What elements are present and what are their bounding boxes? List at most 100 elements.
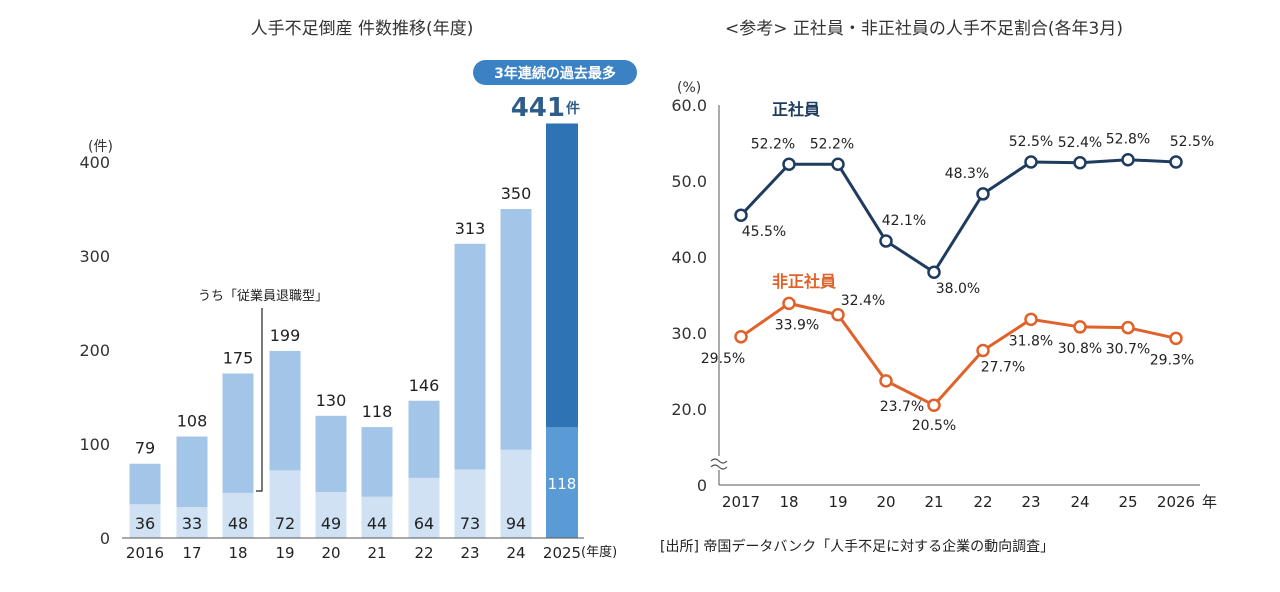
bar-total-value-label: 313 bbox=[455, 219, 486, 238]
line-y-tick-label: 50.0 bbox=[671, 172, 707, 191]
record-badge-text: 3年連続の過去最多 bbox=[494, 65, 616, 82]
series-point bbox=[1169, 155, 1183, 169]
series-point bbox=[831, 157, 845, 172]
bar-subset-value-label: 36 bbox=[135, 514, 155, 533]
bar-x-tick-label: 22 bbox=[414, 544, 433, 562]
bar-x-tick-label: 17 bbox=[182, 544, 201, 562]
series-value-label: 29.5% bbox=[701, 351, 745, 367]
series-value-label: 32.4% bbox=[841, 293, 885, 309]
bar-subset-value-label: 72 bbox=[275, 514, 295, 533]
bar-total-value-label: 175 bbox=[223, 349, 254, 368]
bar-subset bbox=[454, 469, 486, 538]
subset-series-annotation: うち「従業員退職型」 bbox=[198, 288, 328, 304]
bar-total-value-label: 146 bbox=[409, 376, 440, 395]
bar-y-tick-label: 200 bbox=[79, 341, 110, 360]
bar-subset bbox=[222, 492, 254, 538]
series-value-label: 31.8% bbox=[1009, 333, 1053, 349]
series-value-label: 29.3% bbox=[1150, 352, 1194, 368]
line-y-tick-label: 30.0 bbox=[671, 324, 707, 343]
bar-x-tick-label: 23 bbox=[460, 544, 479, 562]
bar-x-tick-label: 2025 bbox=[543, 544, 581, 562]
bar-x-axis-suffix: (年度) bbox=[581, 544, 617, 560]
bar-subset bbox=[500, 449, 532, 538]
bar-subset-value-label: 64 bbox=[414, 514, 434, 533]
series-point bbox=[927, 398, 941, 412]
series-point bbox=[976, 343, 990, 358]
series-value-label: 23.7% bbox=[880, 399, 924, 415]
bar-y-axis-label: (件) bbox=[88, 139, 113, 155]
series-value-label: 30.8% bbox=[1058, 341, 1102, 357]
bar-x-tick-label: 24 bbox=[506, 544, 525, 562]
bar-subset-value-label: 44 bbox=[367, 514, 387, 533]
line-x-tick-label: 22 bbox=[973, 493, 992, 511]
line-x-tick-label: 18 bbox=[779, 493, 798, 511]
series-point bbox=[734, 330, 748, 344]
bar-subset bbox=[408, 477, 440, 538]
line-x-tick-label: 2017 bbox=[722, 493, 760, 511]
series-point bbox=[1073, 320, 1087, 334]
highlight-unit: 件 bbox=[566, 100, 580, 117]
series-value-label: 52.5% bbox=[1009, 134, 1053, 150]
line-x-axis-suffix: 年 bbox=[1202, 493, 1217, 511]
bar-total-value-label: 350 bbox=[501, 184, 532, 203]
bar-y-tick-label: 300 bbox=[79, 247, 110, 266]
series-value-label: 27.7% bbox=[981, 359, 1025, 375]
bar-subset-value-label: 94 bbox=[506, 514, 526, 533]
series-point bbox=[1121, 320, 1135, 335]
series-point bbox=[879, 374, 893, 388]
line-x-tick-label: 21 bbox=[924, 493, 943, 511]
series-point bbox=[1073, 156, 1087, 170]
series-value-label: 52.5% bbox=[1170, 134, 1214, 150]
record-badge bbox=[473, 60, 637, 85]
bar-subset bbox=[315, 491, 347, 538]
source-note: [出所] 帝国データバンク「人手不足に対する企業の動向調査」 bbox=[660, 538, 1054, 555]
bar-total-value-label: 108 bbox=[177, 411, 208, 430]
series-point bbox=[782, 157, 796, 172]
bar-total-value-label: 79 bbox=[135, 439, 155, 458]
line-y-tick-label: 40.0 bbox=[671, 248, 707, 267]
series-value-label: 48.3% bbox=[945, 166, 989, 182]
series-point bbox=[1169, 331, 1183, 346]
bar-y-tick-label: 100 bbox=[79, 435, 110, 454]
bar-x-tick-label: 19 bbox=[275, 544, 294, 562]
line-y-tick-label: 60.0 bbox=[671, 96, 707, 115]
line-x-tick-label: 24 bbox=[1070, 493, 1089, 511]
bar-total-value-label: 199 bbox=[270, 326, 301, 345]
bar-y-tick-label: 400 bbox=[79, 153, 110, 172]
bar-total-value-label: 130 bbox=[316, 391, 347, 410]
bar-x-tick-label: 18 bbox=[228, 544, 247, 562]
series-point bbox=[782, 296, 796, 311]
bar-total-value-label: 118 bbox=[362, 402, 393, 421]
series-name-label: 正社員 bbox=[772, 100, 820, 119]
bar-subset bbox=[361, 496, 393, 538]
series-value-label: 20.5% bbox=[912, 418, 956, 434]
bar-subset-value-label: 118 bbox=[548, 475, 577, 493]
series-point bbox=[734, 208, 748, 222]
series-point bbox=[1024, 155, 1038, 169]
series-value-label: 30.7% bbox=[1106, 342, 1150, 358]
bar-chart: 人手不足倒産 件数推移(年度) (件) 0 100 200 300 400 79 36 2016 1… bbox=[79, 19, 637, 562]
series-point bbox=[831, 308, 845, 322]
series-name-label: 非正社員 bbox=[772, 272, 836, 291]
series-point bbox=[1121, 152, 1135, 167]
highlight-value: 441 bbox=[511, 93, 565, 123]
series-point bbox=[927, 265, 941, 279]
series-value-label: 45.5% bbox=[742, 224, 786, 240]
bar-x-tick-label: 20 bbox=[321, 544, 340, 562]
series-point bbox=[879, 234, 893, 248]
bar-x-tick-label: 21 bbox=[367, 544, 386, 562]
line-y-tick-label: 0 bbox=[697, 476, 707, 495]
bar-subset-value-label: 73 bbox=[460, 514, 480, 533]
bar-subset-value-label: 33 bbox=[182, 514, 202, 533]
bar-subset bbox=[269, 470, 301, 538]
line-x-tick-label: 23 bbox=[1021, 493, 1040, 511]
line-y-tick-label: 20.0 bbox=[671, 400, 707, 419]
line-y-axis-label: (%) bbox=[677, 80, 701, 96]
bar-subset bbox=[176, 506, 208, 538]
series-value-label: 33.9% bbox=[775, 317, 819, 333]
bar-y-tick-label: 0 bbox=[100, 529, 110, 548]
bar-subset-value-label: 48 bbox=[228, 514, 248, 533]
series-value-label: 52.4% bbox=[1058, 135, 1102, 151]
